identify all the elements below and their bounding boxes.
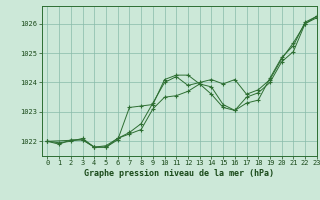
X-axis label: Graphe pression niveau de la mer (hPa): Graphe pression niveau de la mer (hPa) bbox=[84, 169, 274, 178]
